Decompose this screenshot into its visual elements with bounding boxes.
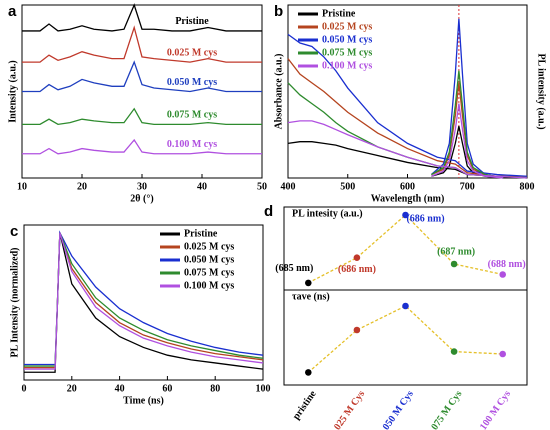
legend-label: 0.075 M cys bbox=[322, 47, 372, 58]
annotation: (688 nm) bbox=[488, 259, 526, 270]
series-line bbox=[22, 3, 262, 32]
category-label: 0.050 M Cys bbox=[376, 389, 416, 430]
point bbox=[305, 369, 312, 376]
x-tick-label: 500 bbox=[340, 181, 355, 192]
subplot-label: τave (ns) bbox=[292, 291, 330, 302]
x-tick-label: 20 bbox=[67, 383, 77, 394]
subplot-label: PL intesity (a.u.) bbox=[292, 208, 363, 219]
x-tick-label: 800 bbox=[520, 181, 535, 192]
panel-label: d bbox=[264, 203, 273, 220]
legend-label: Pristine bbox=[322, 8, 356, 19]
legend-label: 0.025 M cys bbox=[184, 241, 234, 252]
point bbox=[353, 326, 361, 334]
series-line bbox=[24, 232, 264, 367]
point bbox=[499, 271, 507, 278]
x-tick-label: 700 bbox=[460, 181, 475, 192]
category-label: 0.100 M Cys bbox=[474, 389, 514, 430]
x-tick-label: 40 bbox=[197, 181, 207, 192]
series-label: 0.025 M cys bbox=[167, 47, 217, 58]
x-tick-label: 60 bbox=[162, 383, 172, 394]
legend-label: 0.025 M cys bbox=[322, 21, 372, 32]
series-line bbox=[24, 232, 264, 370]
x-tick-label: 80 bbox=[210, 383, 220, 394]
x-tick-label: 100 bbox=[256, 383, 271, 394]
series-line bbox=[22, 107, 262, 126]
x-tick-label: 40 bbox=[115, 383, 125, 394]
legend-label: 0.050 M cys bbox=[322, 34, 372, 45]
point bbox=[499, 350, 507, 358]
legend-label: 0.050 M cys bbox=[184, 254, 234, 265]
pl-line bbox=[430, 18, 504, 179]
series-label: Pristine bbox=[175, 16, 209, 27]
y2-axis-label: PL intensity (a.u.) bbox=[536, 53, 547, 129]
x-tick-label: 0 bbox=[22, 383, 27, 394]
category-label: 0.025 M Cys bbox=[328, 389, 368, 430]
point bbox=[450, 260, 458, 268]
series-line bbox=[287, 58, 527, 177]
point bbox=[402, 302, 409, 310]
pl-line bbox=[431, 103, 504, 179]
legend-label: 0.075 M cys bbox=[184, 267, 234, 278]
annotation: (686 nm) bbox=[406, 213, 444, 224]
x-axis-label: 2θ (°) bbox=[130, 193, 153, 204]
point bbox=[402, 211, 409, 219]
y-axis-label: PL Intensity (normalized) bbox=[9, 248, 20, 358]
annotation: (686 nm) bbox=[338, 264, 376, 275]
series-line bbox=[22, 25, 262, 63]
series-label: 0.100 M cys bbox=[167, 139, 217, 150]
x-tick-label: 10 bbox=[17, 181, 27, 192]
frame-d bbox=[283, 206, 528, 386]
series-label: 0.075 M cys bbox=[167, 110, 217, 121]
annotation: (687 nm) bbox=[437, 246, 475, 257]
legend-label: Pristine bbox=[184, 228, 218, 239]
y-axis-label: Intensity (a.u.) bbox=[7, 60, 18, 123]
panel-label: b bbox=[274, 3, 283, 20]
x-tick-label: 20 bbox=[77, 181, 87, 192]
category-label: pristine bbox=[291, 388, 319, 422]
category-label: 0.075 M Cys bbox=[425, 389, 465, 430]
series-line bbox=[22, 60, 262, 93]
trend-line bbox=[307, 305, 503, 373]
point bbox=[450, 348, 458, 355]
legend-label: 0.100 M cys bbox=[184, 280, 234, 291]
x-tick-label: 30 bbox=[137, 181, 147, 192]
x-tick-label: 50 bbox=[257, 181, 267, 192]
x-tick-label: 600 bbox=[400, 181, 415, 192]
legend-label: 0.100 M cys bbox=[322, 60, 372, 71]
trend-line bbox=[308, 214, 503, 284]
x-axis-label: Wavelength (nm) bbox=[371, 193, 445, 204]
panel-label: c bbox=[10, 223, 18, 240]
series-line bbox=[24, 230, 264, 366]
annotation: (685 nm) bbox=[275, 263, 313, 274]
point bbox=[305, 279, 312, 287]
frame-c bbox=[23, 224, 264, 381]
pl-line bbox=[431, 70, 504, 179]
series-line bbox=[287, 33, 528, 177]
series-label: 0.050 M cys bbox=[167, 77, 217, 88]
panel-label: a bbox=[8, 3, 17, 20]
series-line bbox=[22, 138, 262, 155]
point bbox=[353, 254, 361, 261]
series-line bbox=[287, 120, 528, 179]
series-line bbox=[287, 141, 528, 179]
series-line bbox=[287, 82, 528, 179]
x-tick-label: 400 bbox=[281, 181, 296, 192]
y-axis-label: Absorbance (a.u.) bbox=[273, 54, 284, 130]
x-axis-label: Time (ns) bbox=[123, 395, 164, 406]
